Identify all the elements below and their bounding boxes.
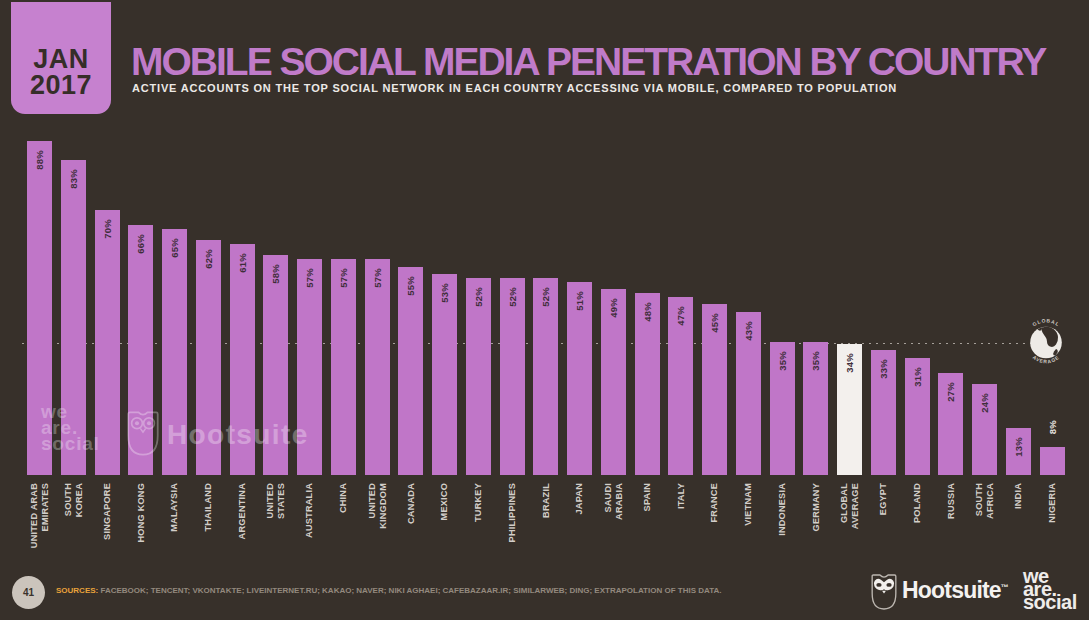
svg-text:GLOBAL: GLOBAL bbox=[1031, 317, 1061, 327]
